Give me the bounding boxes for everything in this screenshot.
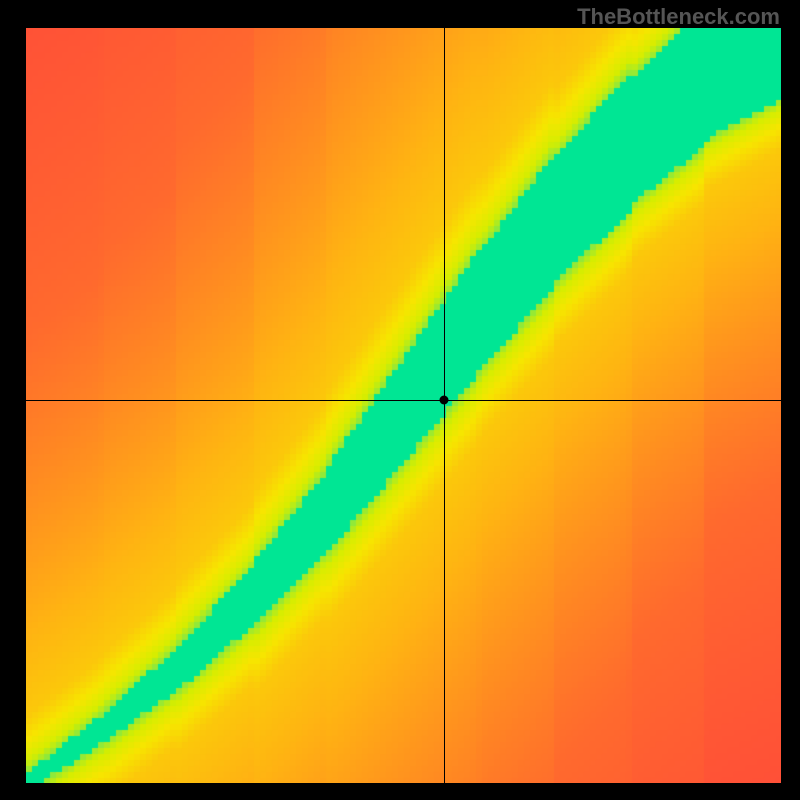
chart-container: TheBottleneck.com xyxy=(0,0,800,800)
crosshair-horizontal xyxy=(26,400,781,401)
plot-area xyxy=(26,28,781,783)
crosshair-vertical xyxy=(444,28,445,783)
watermark-text: TheBottleneck.com xyxy=(577,4,780,30)
data-point-marker xyxy=(440,396,449,405)
heatmap-canvas xyxy=(26,28,781,783)
